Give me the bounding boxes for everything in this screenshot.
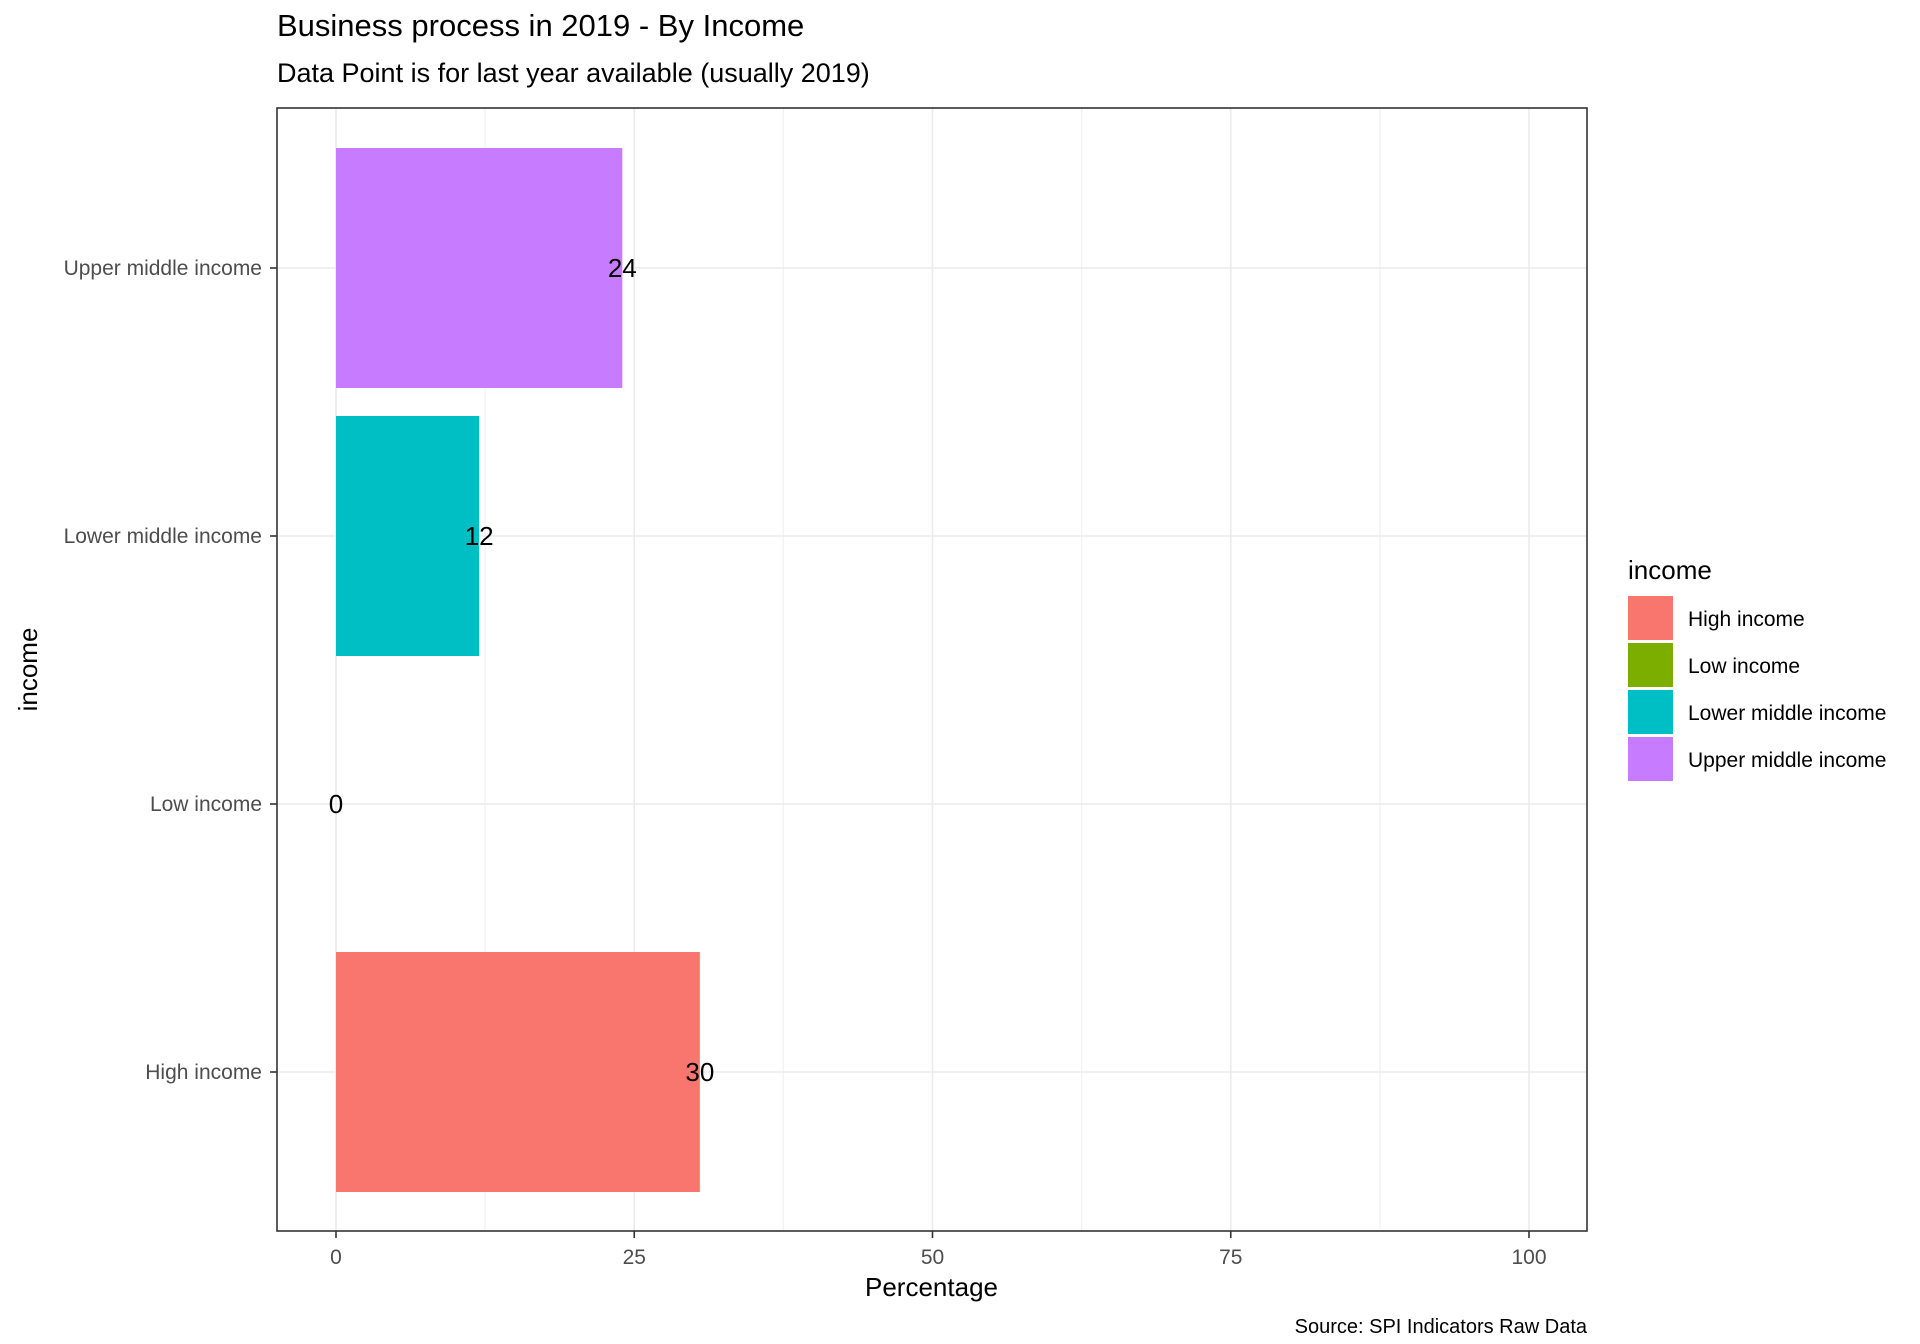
y-axis-title: income	[13, 628, 43, 712]
legend-swatch	[1628, 737, 1673, 781]
legend-label: Upper middle income	[1688, 749, 1886, 772]
y-tick-label: Low income	[150, 793, 262, 816]
x-tick-label: 50	[921, 1246, 944, 1269]
y-tick-label: Lower middle income	[64, 525, 262, 548]
bar-upper-middle-income	[336, 148, 623, 388]
x-tick-label: 25	[623, 1246, 646, 1269]
legend-swatch	[1628, 596, 1673, 640]
bar-lower-middle-income	[336, 416, 480, 656]
y-tick-label: Upper middle income	[64, 257, 262, 280]
legend-label: High income	[1688, 608, 1805, 631]
legend-label: Lower middle income	[1688, 702, 1886, 725]
data-label: 24	[608, 253, 637, 283]
x-tick-label: 75	[1219, 1246, 1242, 1269]
x-tick-label: 100	[1511, 1246, 1546, 1269]
bar-high-income	[336, 952, 700, 1192]
chart-title: Business process in 2019 - By Income	[277, 8, 805, 43]
chart-caption: Source: SPI Indicators Raw Data	[1295, 1316, 1588, 1338]
chart-subtitle: Data Point is for last year available (u…	[277, 58, 870, 88]
legend-swatch	[1628, 690, 1673, 734]
legend-label: Low income	[1688, 655, 1800, 678]
x-tick-label: 0	[330, 1246, 342, 1269]
legend-title: income	[1628, 555, 1712, 585]
y-tick-label: High income	[145, 1061, 262, 1084]
legend-swatch	[1628, 643, 1673, 687]
data-label: 0	[329, 789, 343, 819]
x-axis-title: Percentage	[865, 1272, 998, 1302]
data-label: 12	[465, 521, 494, 551]
data-label: 30	[685, 1057, 714, 1087]
